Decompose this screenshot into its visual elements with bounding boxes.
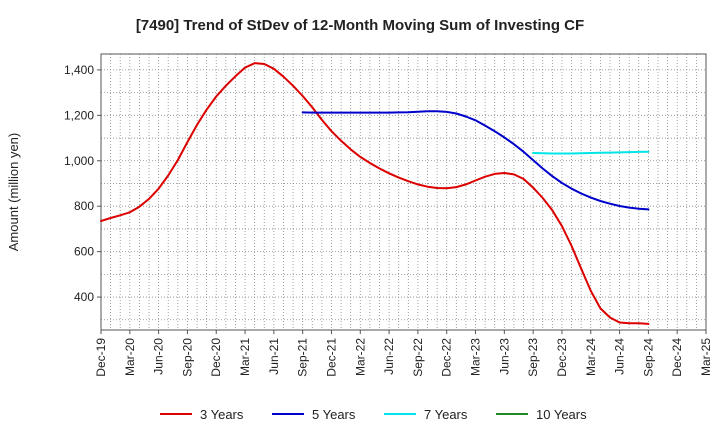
x-tick-label: Mar-25	[699, 338, 713, 376]
chart-title: [7490] Trend of StDev of 12-Month Moving…	[136, 17, 584, 34]
legend-label-3: 7 Years	[424, 407, 468, 422]
series-line-3	[532, 150, 650, 155]
x-tick-label: Jun-24	[613, 338, 627, 375]
y-tick-label: 1,400	[64, 63, 94, 77]
legend-label-1: 3 Years	[200, 407, 244, 422]
plot-background	[101, 54, 706, 330]
x-tick-label: Sep-24	[641, 338, 655, 377]
x-tick-label: Mar-22	[353, 338, 367, 376]
x-tick-label: Dec-24	[670, 338, 684, 377]
x-tick-label: Dec-22	[440, 338, 454, 377]
x-tick-label: Dec-21	[324, 338, 338, 377]
y-tick-label: 800	[74, 199, 94, 213]
x-tick-label: Mar-21	[238, 338, 252, 376]
x-tick-label: Sep-21	[296, 338, 310, 377]
x-tick-label: Sep-20	[180, 338, 194, 377]
plot-area: 400 600 800 1,000 1,200 1,400 Dec-19 Mar-20 Jun-…	[64, 53, 713, 377]
x-tick-label: Jun-23	[497, 338, 511, 375]
x-tick-label: Sep-22	[411, 338, 425, 377]
y-tick-label: 1,000	[64, 154, 94, 168]
x-tick-label: Mar-23	[469, 338, 483, 376]
series-line-2	[301, 110, 650, 211]
x-tick-label: Mar-24	[584, 338, 598, 376]
x-tick-label: Dec-19	[94, 338, 108, 377]
legend-label-2: 5 Years	[312, 407, 356, 422]
series-line-1	[100, 62, 650, 325]
x-tick-label: Jun-22	[382, 338, 396, 375]
x-tick-label: Dec-23	[555, 338, 569, 377]
x-tick-label: Mar-20	[123, 338, 137, 376]
y-tick-label: 600	[74, 245, 94, 259]
legend: 3 Years 5 Years 7 Years 10 Years	[160, 407, 587, 422]
x-tick-label: Dec-20	[209, 338, 223, 377]
y-tick-label: 1,200	[64, 108, 94, 122]
x-tick-label: Jun-20	[152, 338, 166, 375]
x-tick-label: Sep-23	[526, 338, 540, 377]
y-tick-label: 400	[74, 290, 94, 304]
y-axis-label: Amount (million yen)	[6, 133, 21, 252]
plot-frame	[100, 53, 707, 331]
x-tick-label: Jun-21	[267, 338, 281, 375]
legend-label-4: 10 Years	[536, 407, 587, 422]
